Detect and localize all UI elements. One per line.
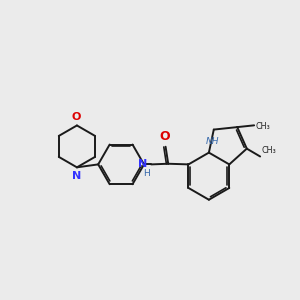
Text: O: O [159, 130, 169, 143]
Text: NH: NH [206, 137, 219, 146]
Text: CH₃: CH₃ [261, 146, 276, 155]
Text: H: H [144, 169, 150, 178]
Text: CH₃: CH₃ [256, 122, 271, 131]
Text: N: N [72, 171, 82, 181]
Text: N: N [138, 159, 147, 170]
Text: O: O [72, 112, 81, 122]
